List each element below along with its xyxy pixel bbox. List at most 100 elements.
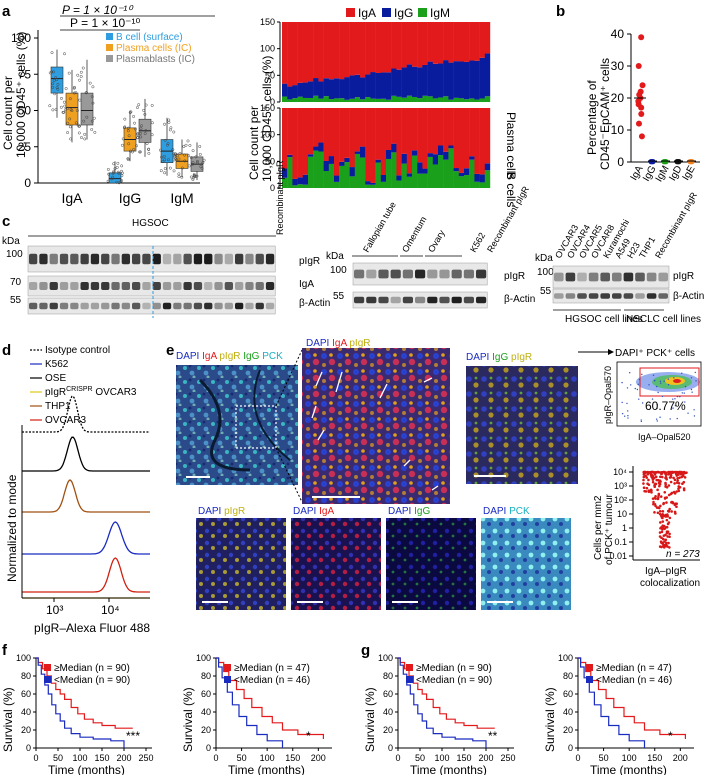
stack-segment [391,22,397,69]
stack-segment [464,168,470,176]
blot-band [451,269,462,279]
flow-event [695,380,697,382]
e-density-dots [642,470,688,549]
box [50,66,64,94]
blot-band [354,296,365,304]
stack-ytick: 100 [260,44,275,54]
km-ytick: 40 [563,707,573,717]
dens-dot [675,470,679,474]
panel-label-c: c [2,213,10,230]
histogram-curve [22,395,150,433]
stack-segment [365,97,371,102]
stack-segment [432,22,439,64]
stack-segment [349,176,355,188]
blot-band [152,253,161,265]
km-ytick: 20 [383,725,393,735]
stack-segment [292,98,298,102]
stack-segment [386,108,392,150]
dens-dot [642,486,646,490]
stack-segment [479,57,485,99]
blot-band [451,296,462,304]
stack-segment [308,98,314,102]
dens-dot [676,479,680,482]
km-legend-high: ≥Median (n = 90) [54,663,130,674]
stack-segment [401,108,407,154]
stack-segment [448,22,454,63]
blot-band [255,282,264,290]
stack-segment [391,152,397,188]
b-point [638,133,645,140]
d-legend: Isotype control K562 OSE pIgRCRISPR OVCA… [30,345,137,426]
e-small-label-igg: DAPI IgG [388,506,430,517]
stack-segment [375,72,381,99]
stack-segment [375,162,381,188]
stack-segment [375,159,381,163]
stack-segment [282,22,288,84]
dens-dot [660,475,664,479]
km-ytick: 0 [568,743,573,753]
stack-segment [302,108,309,175]
blot-band [658,272,668,282]
stack-segment [448,99,454,102]
stack-segment [386,72,392,100]
e-small-label-pigr: DAPI pIgR [198,506,245,517]
stack-segment [422,95,428,102]
km-significance: *** [126,729,140,743]
stack-segment [469,98,475,102]
stack-ytick: 50 [265,70,275,80]
dens-dot [656,511,660,515]
svg-text:of PCK⁺ tumour: of PCK⁺ tumour [604,493,615,565]
dens-dot [673,510,677,514]
stack-segment [479,182,485,188]
blot-band [173,282,182,290]
stack-segment [318,98,324,102]
km-xtick: 150 [94,753,109,763]
stack-segment [297,22,303,83]
dens-dot [652,476,656,480]
blot-band [121,253,130,265]
dens-dot [661,510,665,513]
stack-segment [422,22,428,65]
blot-band [173,253,182,265]
flow-event [623,415,626,417]
km-curve [216,657,324,739]
stack-segment [308,154,314,157]
boxplot-xticks: IgA IgG IgM [61,190,193,206]
panel-label-g: g [361,642,370,659]
km-xtick: 50 [599,753,609,763]
dens-dot [665,518,669,522]
blot-band [554,272,564,282]
stack-ytick: 150 [260,103,275,113]
blot-band [265,282,275,290]
stacked-legend: IgA IgG IgM [346,6,450,20]
blot1-marker-100: 100 [6,249,23,260]
flow-event [674,398,676,400]
stack-segment [370,72,376,99]
dens-dot [665,476,668,480]
stack-segment [339,161,345,166]
dens-dot [677,485,681,488]
stack-segment [370,184,376,188]
stack-segment [297,96,303,102]
svg-text:10,000 CD45⁺ cells (%): 10,000 CD45⁺ cells (%) [260,56,274,182]
stack-segment [292,108,298,179]
dens-dot [668,516,672,520]
km-significance: * [668,729,673,743]
dens-dot [677,487,680,491]
km-curve [578,657,646,748]
b-point [638,104,645,111]
stack-segment [443,22,449,61]
e-small-label-pck: DAPI PCK [483,506,530,517]
blot-band [49,302,58,310]
flow-event [661,395,664,398]
ytick-label: 25 [18,140,32,154]
blot-band [142,253,151,265]
blot-band [162,302,172,310]
blot-band [39,302,48,310]
stack-segment [349,108,355,168]
b-points [634,34,696,165]
dens-dot [658,509,662,513]
stack-segment [422,64,428,96]
